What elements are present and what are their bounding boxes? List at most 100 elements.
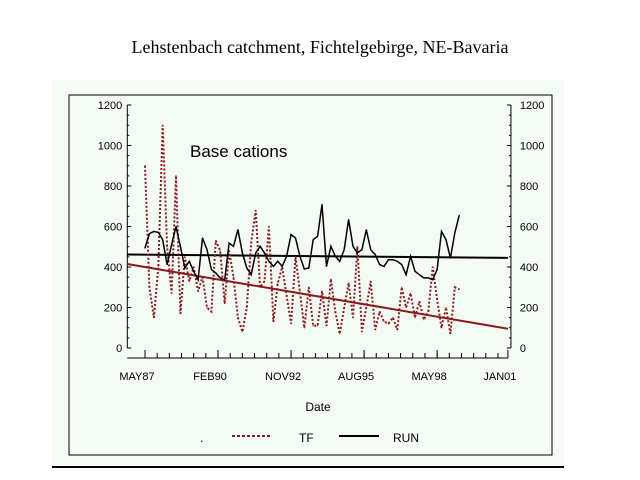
data-point-run (246, 267, 248, 269)
data-point-run (179, 245, 182, 247)
data-point-run (436, 269, 438, 271)
annotation-base-cations: Base cations (190, 142, 287, 161)
data-point-run (401, 263, 403, 266)
data-point-run (374, 254, 376, 256)
data-point-tf (215, 240, 217, 242)
plot-frame (68, 94, 553, 456)
y-tick-label-left: 800 (104, 181, 122, 193)
data-point-tf (334, 310, 336, 313)
data-point-run (250, 274, 252, 276)
data-point-tf (458, 288, 460, 290)
data-point-tf (361, 331, 363, 333)
data-point-tf (445, 306, 447, 309)
data-point-run (224, 279, 226, 281)
data-point-tf (370, 280, 372, 282)
x-tick-label: NOV92 (265, 371, 301, 383)
data-point-run (188, 260, 190, 262)
data-point-tf (179, 312, 182, 315)
data-point-run (352, 245, 354, 247)
data-point-tf (268, 225, 270, 228)
data-point-tf (232, 276, 235, 278)
data-point-run (277, 260, 279, 262)
y-tick-label-left: 400 (104, 262, 122, 274)
y-tick-label-right: 400 (520, 262, 538, 274)
data-point-run (454, 232, 456, 234)
data-point-tf (356, 246, 359, 248)
y-tick-label-left: 1000 (98, 141, 122, 153)
data-point-run (228, 242, 230, 244)
data-point-tf (374, 329, 376, 331)
data-point-run (423, 277, 425, 279)
trend-line-run (127, 253, 508, 259)
data-point-run (312, 239, 314, 241)
data-point-tf (339, 333, 341, 335)
data-point-tf (392, 317, 394, 319)
data-point-tf (440, 327, 443, 329)
data-point-run (153, 230, 155, 232)
data-point-run (365, 229, 367, 231)
data-point-run (263, 252, 266, 254)
data-point-run (303, 268, 305, 270)
data-point-run (432, 279, 434, 281)
y-tick-label-right: 1200 (520, 100, 544, 112)
data-point-tf (343, 306, 345, 309)
y-tick-label-right: 200 (520, 303, 538, 315)
data-point-run (144, 247, 146, 249)
data-point-tf (197, 290, 199, 292)
data-point-tf (175, 175, 177, 177)
data-point-tf (144, 165, 146, 167)
y-tick-label-right: 800 (520, 181, 538, 193)
data-point-tf (312, 325, 314, 327)
data-point-run (299, 255, 301, 257)
data-point-tf (454, 286, 456, 288)
data-point-tf (365, 306, 367, 309)
data-point-tf (277, 282, 279, 284)
data-point-tf (418, 300, 421, 303)
data-point-tf (325, 325, 328, 327)
data-point-run (259, 245, 261, 247)
data-point-run (281, 265, 283, 267)
data-point-run (445, 239, 447, 241)
data-point-run (321, 204, 323, 206)
data-point-tf (224, 302, 226, 305)
data-point-tf (299, 290, 301, 292)
data-point-run (166, 263, 168, 266)
x-tick-label: MAY98 (411, 371, 446, 383)
data-point-run (157, 231, 159, 233)
y-tick-label-left: 1200 (98, 100, 122, 112)
data-point-tf (193, 266, 195, 268)
data-point-tf (263, 280, 266, 282)
data-point-run (184, 267, 186, 269)
legend-label-run: RUN (393, 431, 419, 445)
data-point-run (241, 252, 243, 254)
data-point-run (427, 277, 429, 279)
data-point-run (268, 260, 270, 262)
data-point-run (387, 259, 390, 261)
data-point-tf (449, 333, 451, 335)
y-tick-label-left: 600 (104, 222, 122, 234)
chart-background (52, 80, 564, 465)
series-line-run (144, 204, 460, 283)
y-tick-label-left: 0 (116, 343, 122, 355)
data-point-run (330, 245, 332, 247)
x-tick-label: AUG95 (338, 371, 374, 383)
data-point-tf (153, 317, 155, 319)
data-point-run (317, 235, 319, 238)
data-point-run (201, 237, 204, 239)
y-tick-label-left: 200 (104, 303, 122, 315)
data-point-tf (383, 321, 385, 323)
data-point-tf (405, 306, 407, 309)
data-point-run (414, 270, 416, 272)
data-point-tf (272, 321, 274, 323)
x-tick-label: MAY87 (119, 371, 154, 383)
data-point-tf (308, 286, 310, 288)
data-point-run (392, 259, 394, 261)
chart-title: Lehstenbach catchment, Fichtelgebirge, N… (131, 37, 508, 57)
y-tick-label-right: 1000 (520, 141, 544, 153)
data-point-tf (188, 280, 190, 282)
legend-label-tf: TF (299, 431, 314, 445)
data-point-run (193, 270, 195, 272)
data-point-tf (219, 250, 221, 252)
data-point-tf (432, 266, 434, 268)
